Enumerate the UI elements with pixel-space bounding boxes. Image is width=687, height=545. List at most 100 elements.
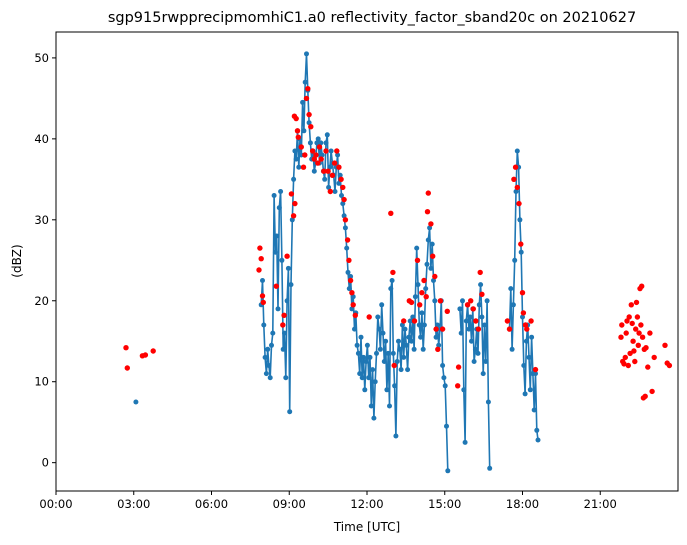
flagged-point [303, 95, 310, 102]
flagged-point [666, 362, 673, 369]
flagged-point [626, 314, 632, 320]
data-point [384, 387, 390, 393]
data-point [315, 136, 321, 142]
plot-area [123, 51, 673, 474]
data-point [483, 359, 489, 364]
flagged-point [439, 326, 446, 332]
flagged-point [391, 362, 397, 369]
flagged-point [327, 188, 333, 195]
data-point [345, 269, 351, 275]
flagged-point [639, 283, 645, 289]
flagged-point [323, 148, 329, 154]
flagged-point [433, 326, 439, 332]
data-point [390, 350, 396, 356]
data-point [420, 346, 426, 352]
data-point [342, 225, 348, 231]
flagged-point [281, 312, 287, 318]
data-point [485, 399, 491, 405]
data-point [307, 140, 313, 146]
flagged-point [625, 362, 631, 369]
data-point [387, 403, 392, 409]
flagged-point [432, 273, 438, 280]
flagged-point [336, 164, 342, 170]
flagged-point [651, 354, 657, 361]
data-point [534, 427, 540, 433]
flagged-point [338, 176, 344, 182]
flagged-point [388, 210, 394, 216]
flagged-point [315, 160, 321, 166]
flagged-point [417, 302, 423, 308]
flagged-point [514, 184, 520, 191]
flagged-point [309, 148, 316, 154]
data-point [324, 132, 330, 138]
data-point [531, 407, 537, 413]
data-point [523, 338, 529, 344]
data-point [388, 286, 394, 292]
data-point [407, 318, 413, 324]
data-point [397, 346, 403, 352]
data-point [292, 148, 298, 154]
flagged-point [455, 383, 461, 389]
data-point [535, 437, 541, 443]
flagged-point [518, 241, 524, 247]
data-point [389, 278, 395, 283]
flagged-point [305, 86, 311, 92]
data-point [291, 176, 297, 182]
data-point [304, 51, 309, 57]
data-point [364, 342, 370, 348]
y-tick-label: 10 [34, 375, 49, 389]
data-point [405, 367, 411, 373]
data-point [466, 326, 472, 332]
flagged-point [313, 152, 319, 158]
flagged-point [334, 148, 340, 154]
flagged-point [522, 322, 529, 328]
data-point [410, 314, 416, 320]
data-point [367, 354, 373, 360]
flagged-point [631, 348, 637, 354]
chart-title: sgp915rwpprecipmomhiC1.a0 reflectivity_f… [108, 10, 636, 26]
flagged-point [524, 326, 530, 332]
data-point [402, 326, 408, 332]
data-point [460, 298, 465, 304]
y-axis-title: (dBZ) [10, 244, 24, 277]
data-point [457, 306, 463, 312]
flagged-point [421, 277, 427, 284]
data-point [372, 379, 378, 385]
flagged-point [468, 298, 474, 304]
x-tick-label: 12:00 [350, 497, 383, 511]
data-point [337, 172, 343, 178]
data-point [366, 375, 372, 381]
data-point [381, 359, 387, 364]
flagged-point [346, 257, 352, 263]
x-tick-label: 21:00 [584, 497, 617, 511]
data-point [427, 225, 433, 231]
flagged-point [306, 111, 312, 118]
data-point [442, 383, 448, 389]
flagged-point [302, 152, 308, 158]
data-point [348, 274, 354, 279]
data-point [133, 399, 139, 405]
data-point [383, 338, 389, 344]
flagged-point [528, 318, 534, 324]
data-point [521, 363, 527, 368]
data-point [475, 350, 481, 356]
flagged-point [295, 134, 301, 140]
data-point [379, 302, 385, 308]
data-point [418, 334, 424, 340]
data-point [434, 322, 440, 328]
data-point [280, 346, 286, 352]
data-point [375, 314, 381, 320]
flagged-point [475, 326, 482, 332]
data-point [476, 302, 482, 308]
data-point [322, 176, 328, 182]
flagged-point [506, 326, 513, 332]
flagged-point [366, 314, 372, 320]
data-point [269, 342, 274, 348]
flagged-point [519, 290, 526, 296]
flagged-point [511, 176, 517, 182]
flagged-point [643, 345, 649, 351]
data-point [472, 346, 478, 352]
data-point [512, 257, 518, 263]
